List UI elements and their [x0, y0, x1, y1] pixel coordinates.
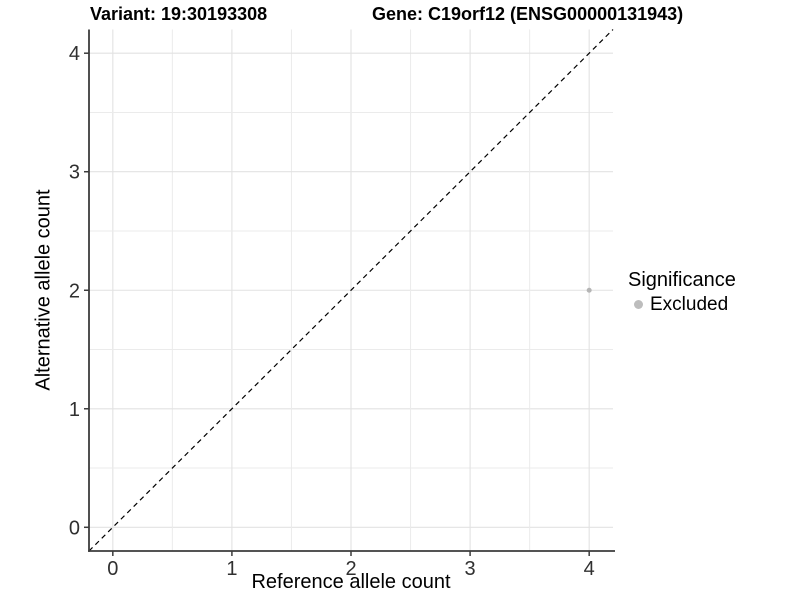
y-tick-label: 0: [69, 517, 80, 539]
y-tick-label: 1: [69, 399, 80, 421]
x-tick-label: 0: [107, 558, 118, 580]
x-tick-label: 2: [345, 558, 356, 580]
x-tick-label: 1: [226, 558, 237, 580]
x-tick-label: 4: [584, 558, 595, 580]
plot-title-variant: Variant: 19:30193308: [90, 4, 268, 24]
legend: Significance Excluded: [628, 268, 736, 316]
legend-item: Excluded: [628, 293, 736, 316]
x-axis-title: Reference allele count: [251, 571, 451, 593]
y-axis-title: Alternative allele count: [32, 189, 55, 391]
legend-point-marker-icon: [634, 300, 643, 309]
y-tick-label: 2: [69, 280, 80, 302]
identity-reference-line: [88, 29, 614, 552]
x-tick-label: 3: [465, 558, 476, 580]
legend-item-label: Excluded: [650, 294, 729, 315]
data-point: [586, 287, 592, 293]
legend-title: Significance: [628, 269, 736, 291]
y-tick-label: 4: [69, 43, 80, 65]
plot-title-gene: Gene: C19orf12 (ENSG00000131943): [372, 4, 684, 24]
y-tick-label: 3: [69, 162, 80, 184]
